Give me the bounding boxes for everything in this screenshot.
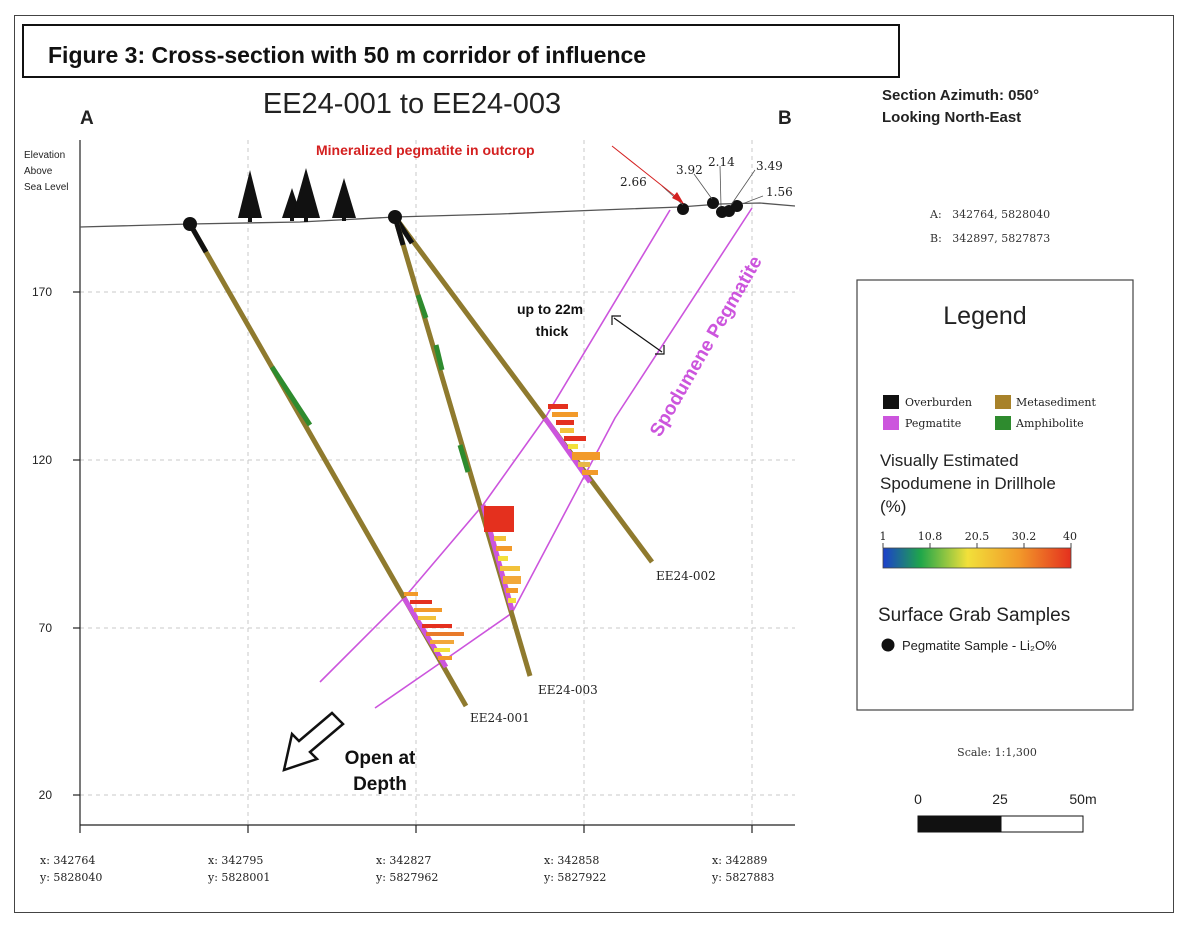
- outcrop-annotation: Mineralized pegmatite in outcrop: [316, 142, 535, 158]
- elevation-tick-label: 120: [32, 453, 52, 467]
- elevation-label-line: Sea Level: [24, 182, 68, 193]
- gridlines: [80, 140, 795, 825]
- open-at-depth-label: Depth: [353, 774, 407, 795]
- northing-tick-label: y: 5828001: [207, 871, 270, 884]
- elevation-tick-label: 170: [32, 285, 52, 299]
- legend-swatch: [883, 416, 899, 430]
- spodumene-legend-title: (%): [880, 497, 906, 516]
- grab-sample-values: 2.66 3.92 2.14 3.49 1.56: [620, 155, 793, 199]
- easting-tick-label: x: 342764: [40, 854, 95, 867]
- outcrop-pointer-line: [611, 145, 681, 201]
- tree-icon: [292, 168, 320, 222]
- easting-tick-label: x: 342795: [208, 854, 263, 867]
- spodumene-legend-title: Spodumene in Drillhole: [880, 474, 1056, 493]
- drill-collar: [388, 210, 402, 224]
- tree-icon: [332, 178, 356, 221]
- colorbar-tick: 40: [1063, 530, 1077, 543]
- drillhole-label: EE24-001: [470, 711, 530, 725]
- scale-bar: Scale: 1:1,300 0 25 50m: [914, 746, 1097, 833]
- colorbar-tick: 10.8: [918, 530, 943, 543]
- endpoint-b-coordinates: B: 342897, 5827873: [930, 232, 1050, 245]
- grab-sample-legend-icon: [881, 638, 895, 652]
- legend: Legend Overburden Metasediment Pegmatite…: [856, 279, 1134, 711]
- spodumene-histogram-ee24-003: [484, 506, 521, 603]
- section-azimuth: Section Azimuth: 050°: [882, 87, 1039, 104]
- drillhole-ee24-003: [392, 216, 533, 677]
- figure-caption: Figure 3: Cross-section with 50 m corrid…: [48, 42, 647, 68]
- thickness-arrow: [611, 315, 665, 355]
- open-at-depth-arrow-icon: [282, 711, 345, 772]
- endpoint-a-coordinates: A: 342764, 5828040: [929, 208, 1050, 221]
- grab-sample-point: [707, 197, 719, 209]
- drill-collar: [183, 217, 197, 231]
- legend-swatch: [995, 416, 1011, 430]
- northing-tick-label: y: 5828040: [39, 871, 102, 884]
- coordinate-tick-labels: x: 342764 y: 5828040 x: 342795 y: 582800…: [39, 854, 774, 884]
- colorbar-tick: 30.2: [1012, 530, 1037, 543]
- elevation-label-line: Elevation: [24, 150, 65, 161]
- drillhole-ee24-001: [187, 222, 469, 708]
- easting-tick-label: x: 342889: [712, 854, 767, 867]
- easting-tick-label: x: 342827: [376, 854, 431, 867]
- drillhole-label: EE24-003: [538, 683, 598, 697]
- legend-item-label: Amphibolite: [1015, 417, 1084, 430]
- section-title: EE24-001 to EE24-003: [263, 88, 561, 120]
- elevation-tick-label: 20: [39, 788, 53, 802]
- northing-tick-label: y: 5827962: [375, 871, 438, 884]
- tree-icon: [238, 170, 262, 222]
- colorbar-tick: 20.5: [965, 530, 990, 543]
- spodumene-histogram-ee24-002: [548, 404, 600, 475]
- thickness-annotation: thick: [536, 323, 569, 339]
- caption-box: [22, 24, 900, 78]
- section-endpoint-b: B: [778, 108, 792, 129]
- axes: [73, 140, 795, 833]
- grab-legend-title: Surface Grab Samples: [878, 605, 1070, 626]
- elevation-tick-labels: 170 120 70 20: [32, 285, 52, 802]
- grab-sample-point: [731, 200, 743, 212]
- drillhole-ee24-002: [392, 215, 655, 564]
- spodumene-colorbar: [882, 547, 1072, 569]
- spodumene-histogram-ee24-001: [404, 592, 464, 660]
- scale-ratio: Scale: 1:1,300: [957, 746, 1037, 759]
- grab-value: 2.66: [620, 175, 647, 189]
- open-at-depth-label: Open at: [345, 748, 416, 769]
- thickness-annotation: up to 22m: [517, 301, 583, 317]
- figure-frame: [14, 15, 1174, 913]
- colorbar-tick-labels: 1 10.8 20.5 30.2 40: [880, 530, 1078, 543]
- legend-item-label: Overburden: [905, 396, 972, 409]
- elevation-tick-label: 70: [39, 621, 53, 635]
- grab-sample-point: [677, 203, 689, 215]
- grab-leader-lines: [661, 165, 764, 207]
- legend-title: Legend: [943, 302, 1026, 330]
- surface-grab-samples: [677, 197, 743, 218]
- legend-swatch: [883, 395, 899, 409]
- legend-item-label: Pegmatite: [905, 417, 961, 430]
- section-view-direction: Looking North-East: [882, 109, 1021, 126]
- grab-value: 3.49: [756, 159, 783, 173]
- outcrop-pointer-arrow: [672, 192, 684, 204]
- grab-value: 1.56: [766, 185, 793, 199]
- elevation-axis-title: Elevation Above Sea Level: [24, 150, 68, 193]
- colorbar-tick: 1: [880, 530, 887, 543]
- scale-tick-label: 25: [992, 791, 1008, 807]
- legend-swatch: [995, 395, 1011, 409]
- elevation-label-line: Above: [24, 166, 53, 177]
- easting-tick-label: x: 342858: [544, 854, 599, 867]
- grab-value: 3.92: [676, 163, 703, 177]
- spodumene-legend-title: Visually Estimated: [880, 451, 1019, 470]
- legend-item-label: Metasediment: [1016, 396, 1096, 409]
- northing-tick-label: y: 5827883: [711, 871, 774, 884]
- grab-legend-item: Pegmatite Sample - Li₂O%: [902, 638, 1057, 653]
- grab-value: 2.14: [708, 155, 735, 169]
- pegmatite-envelope: [319, 207, 753, 709]
- drillhole-label: EE24-002: [656, 569, 716, 583]
- section-endpoint-a: A: [80, 108, 94, 129]
- scale-tick-label: 0: [914, 791, 922, 807]
- scale-tick-label: 50m: [1069, 791, 1096, 807]
- northing-tick-label: y: 5827922: [543, 871, 606, 884]
